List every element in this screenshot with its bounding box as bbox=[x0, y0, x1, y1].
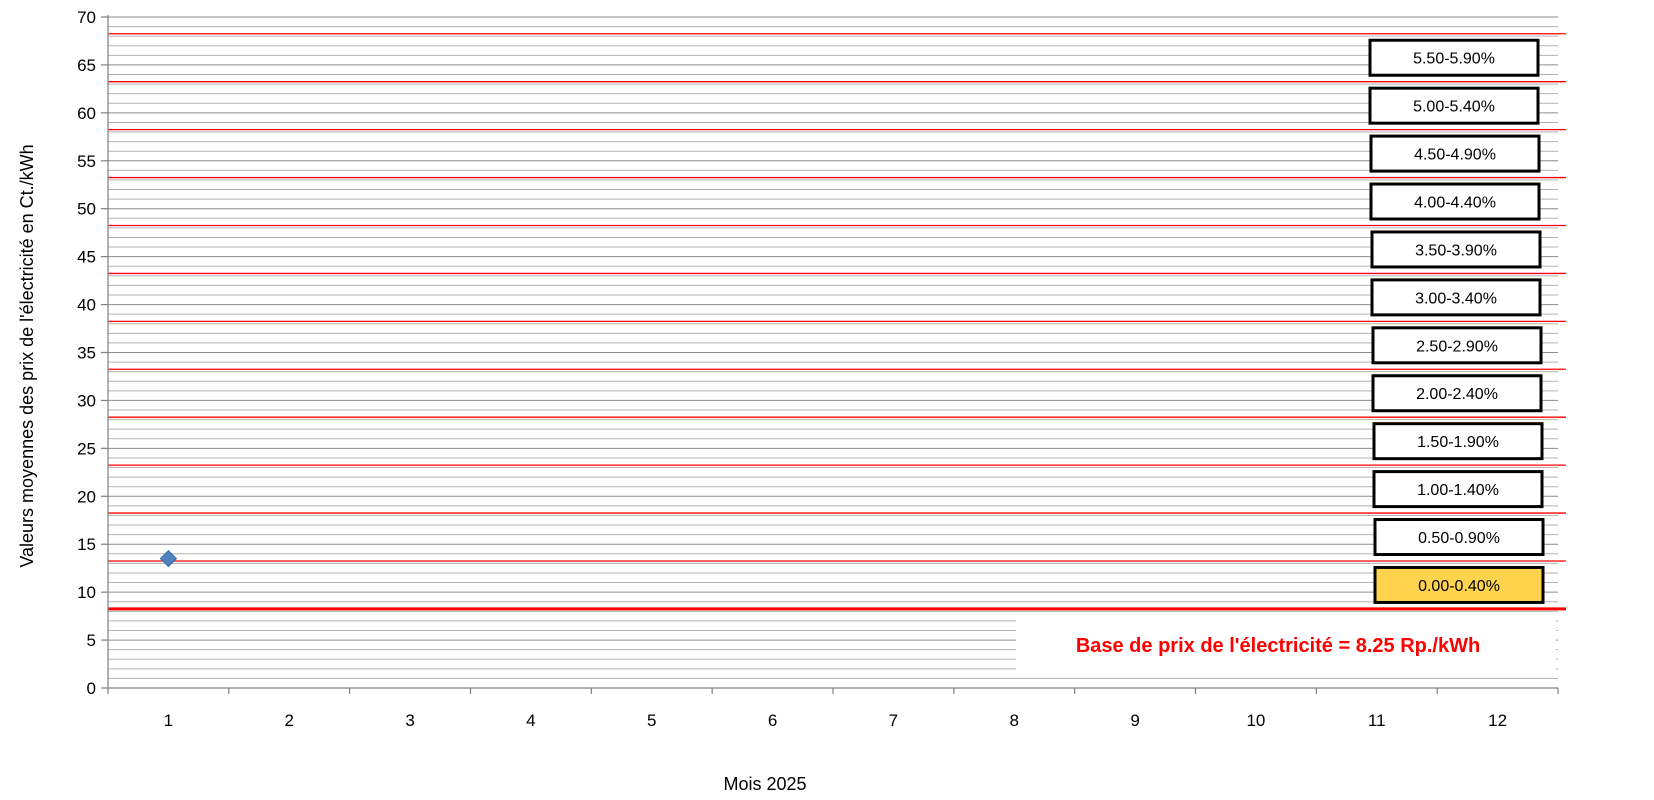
band-label-text: 2.50-2.90% bbox=[1416, 338, 1498, 355]
band-label-box: 0.50-0.90% bbox=[1373, 518, 1545, 557]
band-label-frame bbox=[1370, 278, 1542, 317]
y-axis-title: Valeurs moyennes des prix de l'électrici… bbox=[17, 144, 37, 567]
base-annotation-box bbox=[1016, 617, 1556, 671]
band-label-frame bbox=[1372, 422, 1544, 461]
x-tick-label: 2 bbox=[285, 711, 294, 730]
band-label-text: 1.00-1.40% bbox=[1417, 482, 1499, 499]
band-label-text: 4.50-4.90% bbox=[1414, 147, 1496, 164]
y-tick-label: 10 bbox=[77, 583, 96, 602]
band-label-frame bbox=[1372, 470, 1544, 509]
y-tick-label: 5 bbox=[87, 631, 96, 650]
band-label-box: 4.50-4.90% bbox=[1369, 134, 1541, 173]
band-label-frame bbox=[1370, 230, 1542, 269]
band-label-frame bbox=[1368, 86, 1540, 125]
band-label-frame bbox=[1369, 182, 1541, 221]
y-tick-label: 70 bbox=[77, 8, 96, 27]
y-tick-label: 40 bbox=[77, 296, 96, 315]
band-label-frame bbox=[1371, 326, 1543, 365]
points-layer bbox=[159, 549, 178, 568]
band-label-box: 0.00-0.40% bbox=[1373, 565, 1545, 604]
band-label-box: 3.50-3.90% bbox=[1370, 230, 1542, 269]
band-label-text: 5.00-5.40% bbox=[1413, 99, 1495, 116]
band-label-box: 1.50-1.90% bbox=[1372, 422, 1544, 461]
x-tick-label: 6 bbox=[768, 711, 777, 730]
x-tick-label: 4 bbox=[526, 711, 535, 730]
band-label-box: 5.00-5.40% bbox=[1368, 86, 1540, 125]
x-tick-label: 12 bbox=[1488, 711, 1507, 730]
y-tick-label: 65 bbox=[77, 56, 96, 75]
band-label-text: 2.00-2.40% bbox=[1416, 386, 1498, 403]
y-tick-label: 20 bbox=[77, 487, 96, 506]
band-label-frame bbox=[1373, 518, 1545, 557]
base-annotation: Base de prix de l'électricité = 8.25 Rp.… bbox=[1076, 635, 1480, 657]
band-label-box: 2.50-2.90% bbox=[1371, 326, 1543, 365]
band-label-frame bbox=[1368, 38, 1540, 77]
band-label-frame bbox=[1373, 565, 1545, 604]
y-tick-label: 15 bbox=[77, 535, 96, 554]
band-label-text: 0.50-0.90% bbox=[1418, 530, 1500, 547]
y-tick-label: 45 bbox=[77, 248, 96, 267]
x-axis-title: Mois 2025 bbox=[723, 774, 806, 794]
x-tick-label: 10 bbox=[1246, 711, 1265, 730]
band-labels-layer: 0.00-0.40% 0.50-0.90% 1.00-1.40% 1.50-1.90%… bbox=[1368, 38, 1545, 604]
band-label-frame bbox=[1371, 374, 1543, 413]
band-label-text: 4.00-4.40% bbox=[1414, 195, 1496, 212]
band-label-text: 3.50-3.90% bbox=[1415, 242, 1497, 259]
band-label-box: 1.00-1.40% bbox=[1372, 470, 1544, 509]
y-tick-label: 55 bbox=[77, 152, 96, 171]
band-label-text: 1.50-1.90% bbox=[1417, 434, 1499, 451]
band-label-text: 5.50-5.90% bbox=[1413, 51, 1495, 68]
y-tick-label: 60 bbox=[77, 104, 96, 123]
band-label-text: 3.00-3.40% bbox=[1415, 290, 1497, 307]
data-point bbox=[159, 549, 178, 568]
x-tick-label: 8 bbox=[1010, 711, 1019, 730]
band-label-frame bbox=[1369, 134, 1541, 173]
y-tick-label: 50 bbox=[77, 200, 96, 219]
band-label-box: 2.00-2.40% bbox=[1371, 374, 1543, 413]
x-tick-label: 7 bbox=[889, 711, 898, 730]
band-lines-layer bbox=[108, 33, 1566, 611]
band-label-box: 5.50-5.90% bbox=[1368, 38, 1540, 77]
y-tick-label: 35 bbox=[77, 344, 96, 363]
x-tick-label: 5 bbox=[647, 711, 656, 730]
y-tick-label: 0 bbox=[87, 679, 96, 698]
grid-layer bbox=[108, 16, 1558, 679]
y-tick-label: 25 bbox=[77, 439, 96, 458]
x-tick-label: 1 bbox=[164, 711, 173, 730]
y-tick-label: 30 bbox=[77, 391, 96, 410]
x-tick-label: 9 bbox=[1130, 711, 1139, 730]
band-label-text: 0.00-0.40% bbox=[1418, 578, 1500, 595]
x-tick-label: 3 bbox=[405, 711, 414, 730]
band-label-box: 4.00-4.40% bbox=[1369, 182, 1541, 221]
band-label-box: 3.00-3.40% bbox=[1370, 278, 1542, 317]
x-tick-label: 11 bbox=[1368, 711, 1386, 730]
